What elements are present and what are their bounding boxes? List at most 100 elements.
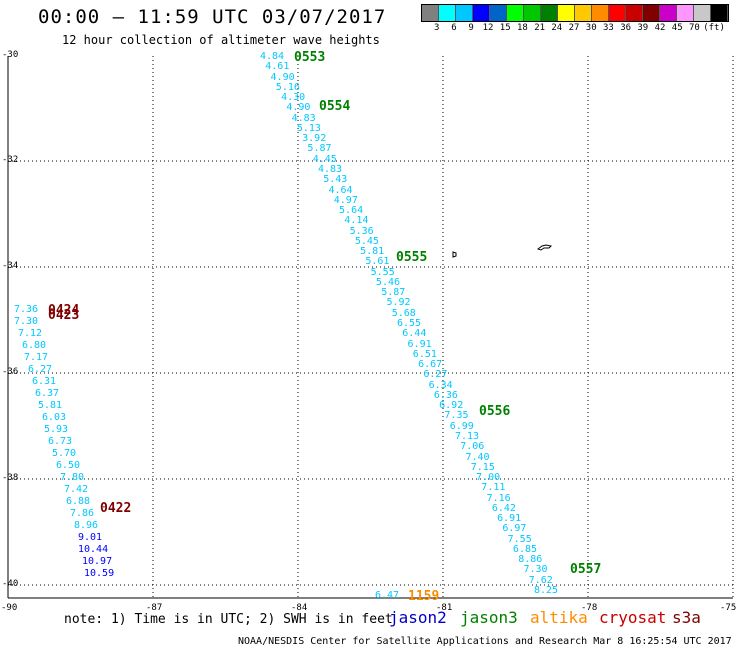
swh-value: 5.81: [38, 400, 63, 411]
swh-value: 6.97: [502, 523, 527, 535]
legend-swatch: [473, 5, 490, 21]
lon-label: -87: [146, 603, 163, 613]
swh-value: 5.87: [307, 143, 332, 155]
swh-value: 7.17: [24, 352, 49, 363]
swh-value: 5.43: [323, 174, 348, 186]
legend-swatch: [626, 5, 643, 21]
swh-value: 6.27: [28, 364, 53, 375]
legend-swatch: [507, 5, 524, 21]
island-gough: [536, 244, 553, 251]
legend-swatch: [422, 5, 439, 21]
legend-swatch: [439, 5, 456, 21]
lon-label: -75: [720, 603, 737, 613]
mission-label-jason2: jason2: [389, 608, 447, 627]
swh-value: 6.99: [449, 420, 474, 432]
swh-value: 5.70: [52, 448, 77, 459]
legend-swatch: [541, 5, 558, 21]
mission-label-s3a: s3a: [672, 608, 701, 627]
legend-label: 3: [434, 23, 440, 33]
lon-label: -84: [291, 603, 308, 613]
pass-time-label: 0423: [48, 308, 80, 323]
lat-label: -34: [2, 261, 19, 271]
pass-time-label: 0422: [100, 501, 132, 516]
swh-value: 7.11: [481, 482, 506, 494]
swh-value: 6.34: [428, 379, 453, 391]
legend-swatch: [694, 5, 711, 21]
swh-value: 6.88: [66, 496, 91, 507]
swh-value: 7.55: [507, 533, 532, 545]
legend-swatch: [677, 5, 694, 21]
legend-label: 45: [671, 23, 683, 33]
lon-label: -90: [1, 603, 18, 613]
swh-value: 10.97: [82, 556, 113, 567]
pass-time-label: 1159: [408, 589, 440, 604]
legend-label: 33: [603, 23, 614, 33]
swh-value: 6.31: [32, 376, 57, 387]
swh-value: 5.61: [365, 256, 390, 268]
swh-value: 6.73: [48, 436, 73, 447]
legend-swatch: [558, 5, 575, 21]
swh-value: 4.90: [270, 71, 295, 83]
swh-value: 7.06: [460, 441, 485, 453]
lon-label: -78: [581, 603, 598, 613]
pass-time-label: 0554: [319, 99, 351, 114]
swh-value: 7.30: [523, 564, 548, 576]
pass-time-label: 0553: [294, 50, 326, 65]
island-small: [452, 251, 457, 258]
map-frame: [7, 56, 734, 599]
mission-label-cryosat: cryosat: [599, 608, 667, 627]
swh-value: 6.51: [412, 348, 437, 360]
legend-label: 70: [689, 23, 700, 33]
legend-swatch: [660, 5, 677, 21]
swh-value: 7.15: [470, 461, 495, 473]
pass-time-label: 0424: [48, 303, 80, 318]
map-subtitle: 12 hour collection of altimeter wave hei…: [62, 33, 380, 47]
pass-time-label: 0557: [570, 562, 602, 577]
swh-value: 7.12: [18, 328, 43, 339]
swh-value: 4.83: [317, 163, 343, 175]
swh-value: 5.87: [381, 287, 406, 299]
legend-label: 36: [620, 23, 632, 33]
credit-line: NOAA/NESDIS Center for Satellite Applica…: [238, 636, 732, 647]
legend-label: 30: [585, 23, 597, 33]
swh-value: 7.86: [70, 508, 95, 519]
swh-value: 5.81: [360, 246, 385, 258]
legend-label: 18: [517, 23, 528, 33]
swh-value: 8.86: [518, 554, 543, 566]
lat-label: -38: [2, 473, 19, 483]
swh-value: 7.80: [60, 472, 85, 483]
swh-value: 6.44: [402, 328, 427, 340]
swh-value: 6.42: [491, 502, 516, 514]
swh-value: 4.83: [291, 112, 316, 124]
swh-value: 4.61: [265, 61, 290, 73]
swh-value: 6.92: [439, 400, 464, 412]
lat-label: -40: [2, 579, 19, 589]
pass-time-label: 0556: [479, 404, 511, 419]
swh-value: 6.37: [35, 388, 60, 399]
mission-label-altika: altika: [530, 608, 588, 627]
swh-value: 10.59: [84, 568, 115, 579]
swh-value: 5.16: [275, 81, 300, 93]
legend-label: 27: [568, 23, 580, 33]
swh-value: 4.30: [281, 92, 306, 104]
swh-value: 5.36: [349, 225, 374, 237]
legend-swatch: [643, 5, 660, 21]
lon-label: -81: [436, 603, 453, 613]
swh-value: 6.47: [375, 590, 400, 601]
swh-value: 7.42: [64, 484, 89, 495]
legend-label: 42: [654, 23, 666, 33]
swh-value: 5.64: [339, 205, 364, 217]
swh-value: 6.80: [22, 340, 47, 351]
swh-value: 7.16: [486, 492, 511, 504]
islands: [452, 244, 553, 258]
swh-value: 5.55: [370, 266, 395, 278]
legend-label: (ft): [703, 23, 725, 33]
color-legend: [421, 4, 729, 22]
legend-label: 6: [451, 23, 457, 33]
legend-label: 24: [551, 23, 563, 33]
swh-value: 7.40: [465, 451, 490, 463]
swh-value: 7.00: [476, 472, 501, 484]
legend-swatch: [456, 5, 473, 21]
swh-value: 6.36: [433, 389, 458, 401]
